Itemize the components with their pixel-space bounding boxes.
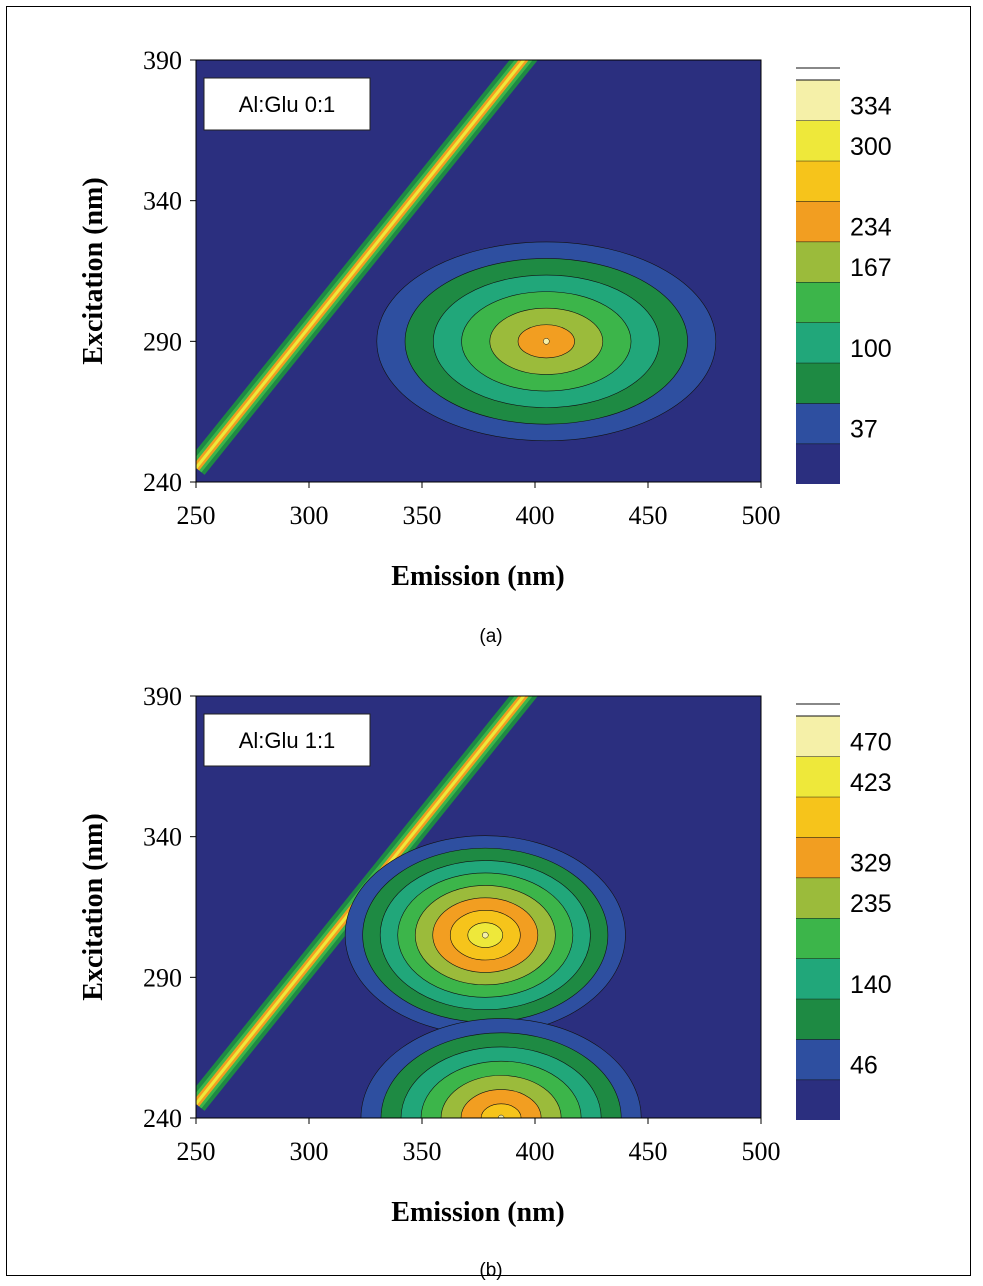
heatmap-marks xyxy=(196,696,642,1118)
colorbar-segment xyxy=(796,80,840,121)
x-tick-label: 400 xyxy=(516,1137,555,1166)
peak-point xyxy=(497,1114,505,1118)
colorbar-segment xyxy=(796,362,840,404)
colorbar-segment xyxy=(796,998,840,1040)
x-axis-ticks: 250 300 350 400 450 500 xyxy=(177,1118,781,1166)
figure-frame xyxy=(6,6,971,1276)
panel-caption: (b) xyxy=(479,1260,502,1281)
colorbar-segment xyxy=(796,1039,840,1080)
colorbar-label: 234 xyxy=(850,214,892,242)
colorbar-label: 46 xyxy=(850,1052,878,1080)
colorbar: 37 100 167 234 300 334 xyxy=(796,67,892,484)
x-tick-label: 450 xyxy=(629,501,668,530)
panel-b: 250 300 350 400 450 500 240 290 340 390 Emission… xyxy=(0,636,983,1281)
colorbar-segment xyxy=(796,1079,840,1120)
y-tick-label: 340 xyxy=(143,187,182,216)
x-axis-title: Emission (nm) xyxy=(391,561,564,592)
colorbar-label: 37 xyxy=(850,416,878,444)
peak-point xyxy=(543,338,550,345)
colorbar-label: 140 xyxy=(850,971,892,999)
x-tick-label: 500 xyxy=(742,1137,781,1166)
colorbar-segment xyxy=(796,241,840,282)
colorbar: 46 140 235 329 423 470 xyxy=(796,703,892,1120)
colorbar-label: 235 xyxy=(850,890,892,918)
colorbar-segment xyxy=(796,160,840,202)
colorbar-label: 100 xyxy=(850,335,892,363)
colorbar-segment xyxy=(796,877,840,918)
x-axis-title: Emission (nm) xyxy=(391,1197,564,1228)
x-tick-label: 300 xyxy=(290,501,329,530)
colorbar-label: 300 xyxy=(850,133,892,161)
colorbar-segment xyxy=(796,282,840,323)
colorbar-segment xyxy=(796,837,840,878)
y-axis-title: Excitation (nm) xyxy=(78,813,109,1000)
y-tick-label: 390 xyxy=(143,682,182,711)
scatter-band-line xyxy=(196,60,526,469)
colorbar-segment xyxy=(796,443,840,484)
plot-area-border xyxy=(195,695,762,1119)
colorbar-segment xyxy=(796,958,840,999)
y-tick-label: 240 xyxy=(143,468,182,497)
colorbar-segment xyxy=(796,716,840,757)
x-tick-label: 500 xyxy=(742,501,781,530)
x-tick-label: 400 xyxy=(516,501,555,530)
x-axis-ticks: 250 300 350 400 450 500 xyxy=(177,482,781,530)
chart-b: 250 300 350 400 450 500 240 290 340 390 Emission… xyxy=(78,682,892,1281)
peak-point xyxy=(482,931,489,939)
colorbar-segment xyxy=(796,201,840,242)
chart-a: 250 300 350 400 450 500 240 290 340 390 Emission… xyxy=(78,46,892,647)
colorbar-label: 423 xyxy=(850,769,892,797)
colorbar-segment xyxy=(796,120,840,161)
colorbar-segment xyxy=(796,403,840,444)
x-tick-label: 350 xyxy=(403,501,442,530)
x-tick-label: 250 xyxy=(177,501,216,530)
colorbar-label: 329 xyxy=(850,850,892,878)
y-tick-label: 240 xyxy=(143,1104,182,1133)
y-tick-label: 340 xyxy=(143,823,182,852)
colorbar-label: 167 xyxy=(850,254,892,282)
y-axis-ticks: 240 290 340 390 xyxy=(143,682,196,1133)
colorbar-segment xyxy=(796,918,840,959)
colorbar-segment xyxy=(796,756,840,797)
y-tick-label: 290 xyxy=(143,963,182,992)
x-tick-label: 350 xyxy=(403,1137,442,1166)
panel-a: 250 300 350 400 450 500 240 290 340 390 Emission… xyxy=(78,46,892,647)
x-tick-label: 300 xyxy=(290,1137,329,1166)
colorbar-label: 334 xyxy=(850,92,892,120)
colorbar-label: 470 xyxy=(850,728,892,756)
heatmap-marks xyxy=(196,60,717,475)
y-axis-title: Excitation (nm) xyxy=(78,177,109,364)
panel-caption: (a) xyxy=(479,626,502,647)
inset-label-box xyxy=(203,77,371,131)
y-axis-ticks: 240 290 340 390 xyxy=(143,46,196,497)
inset-label: Al:Glu 0:1 xyxy=(239,92,336,117)
plot-area-border xyxy=(195,59,762,483)
inset-label-box xyxy=(203,713,371,767)
y-tick-label: 390 xyxy=(143,46,182,75)
y-tick-label: 290 xyxy=(143,327,182,356)
colorbar-segment xyxy=(796,796,840,838)
inset-label: Al:Glu 1:1 xyxy=(239,728,336,753)
colorbar-segment xyxy=(796,322,840,363)
x-tick-label: 450 xyxy=(629,1137,668,1166)
x-tick-label: 250 xyxy=(177,1137,216,1166)
